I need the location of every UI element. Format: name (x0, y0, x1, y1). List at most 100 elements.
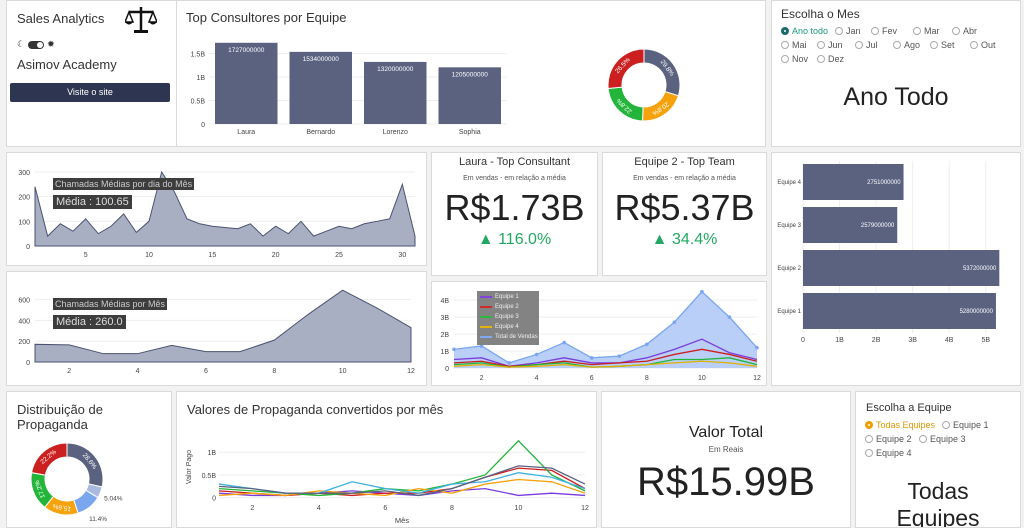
team-option-label: Equipe 1 (953, 420, 989, 430)
month-option[interactable]: Mar (913, 26, 940, 36)
month-option-label: Jul (866, 40, 878, 50)
monthly-legend-title: Chamadas Médias por Mês (53, 298, 168, 310)
x-tick-label: Sophia (459, 129, 481, 136)
y-tick-label: Equipe 4 (777, 180, 801, 186)
x-tick-label: 30 (398, 252, 406, 259)
month-option-label: Out (981, 40, 996, 50)
team-option[interactable]: Equipe 4 (865, 448, 912, 458)
visit-site-button[interactable]: Visite o site (10, 83, 170, 102)
month-option[interactable]: Dez (817, 54, 844, 64)
radio-dot[interactable] (942, 421, 950, 429)
radio-dot[interactable] (865, 421, 873, 429)
data-point (507, 361, 511, 365)
top-team-kpi-delta: ▲ 34.4% (651, 231, 718, 248)
month-option-label: Jan (846, 26, 861, 36)
y-axis-label: Valor Pago (186, 450, 193, 484)
month-option[interactable]: Jul (855, 40, 878, 50)
radio-dot[interactable] (781, 27, 789, 35)
data-point (617, 354, 622, 358)
month-option[interactable]: Jan (835, 26, 861, 36)
month-option[interactable]: Ago (893, 40, 920, 50)
month-filter-title: Escolha o Mes (781, 7, 860, 21)
radio-dot[interactable] (865, 449, 873, 457)
radio-dot[interactable] (913, 27, 921, 35)
month-option[interactable]: Out (970, 40, 996, 50)
legend-swatch (480, 336, 492, 338)
brand-card: Sales Analytics ☾ ✹ Asimov Academy Visit… (6, 0, 177, 147)
top-consultant-kpi-title: Laura - Top Consultant (458, 156, 571, 168)
top-consultants-card: Top Consultores por Equipe 0 0.5B 1B 1.5B 17… (176, 0, 766, 147)
bar-data-label: 5372000000 (963, 266, 997, 272)
radio-dot[interactable] (865, 435, 873, 443)
team-option-label: Equipe 4 (876, 448, 912, 458)
data-point (589, 356, 594, 360)
bar (803, 293, 996, 329)
x-tick-label: 3B (908, 337, 917, 344)
month-option[interactable]: Ano todo (781, 26, 828, 36)
bar-data-label: 2751000000 (867, 180, 901, 186)
x-tick-label: 1B (835, 337, 844, 344)
radio-dot[interactable] (919, 435, 927, 443)
y-tick-label: 400 (18, 318, 30, 325)
team-option[interactable]: Equipe 3 (919, 434, 966, 444)
team-option[interactable]: Equipe 2 (865, 434, 912, 444)
top-consultant-kpi-value: R$1.73B (444, 187, 585, 228)
series-line (218, 478, 586, 497)
radio-dot[interactable] (781, 41, 789, 49)
radio-dot[interactable] (817, 41, 825, 49)
x-tick-label: 0 (801, 337, 805, 344)
data-point (479, 344, 484, 348)
total-area (454, 291, 757, 368)
radio-dot[interactable] (893, 41, 901, 49)
app-title: Sales Analytics (17, 11, 105, 26)
y-tick-label: 2B (440, 332, 449, 339)
theme-toggle[interactable]: ☾ ✹ (17, 40, 55, 49)
month-option[interactable]: Nov (781, 54, 808, 64)
month-option-label: Jun (828, 40, 843, 50)
team-option[interactable]: Equipe 1 (942, 420, 989, 430)
radio-dot[interactable] (970, 41, 978, 49)
month-option[interactable]: Jun (817, 40, 843, 50)
y-tick-label: 100 (18, 219, 30, 226)
month-option-label: Set (941, 40, 955, 50)
y-tick-label: 200 (18, 339, 30, 346)
data-point (727, 315, 732, 319)
radio-dot[interactable] (817, 55, 825, 63)
team-option[interactable]: Todas Equipes (865, 420, 935, 430)
legend-entry: Equipe 2 (480, 304, 519, 310)
legend-swatch (480, 306, 492, 308)
total-value-subtitle: Em Reais (708, 445, 744, 454)
x-tick-label: 6 (383, 505, 387, 512)
radio-dot[interactable] (781, 55, 789, 63)
monthly-calls-area-chart: 0 200 400 600 2 4 6 8 10 12 (18, 289, 415, 375)
month-option[interactable]: Mai (781, 40, 807, 50)
y-tick-label: 4B (440, 298, 449, 305)
data-point (645, 342, 649, 347)
bar (803, 164, 904, 200)
month-option[interactable]: Fev (871, 26, 897, 36)
top-team-kpi-card: Equipe 2 - Top Team Em vendas - em relaç… (602, 152, 767, 276)
y-tick-label: 0.5B (202, 473, 217, 480)
radio-dot[interactable] (871, 27, 879, 35)
legend-label: Equipe 3 (495, 314, 519, 320)
top-consultant-kpi-delta: ▲ 116.0% (477, 231, 552, 248)
x-tick-label: 25 (335, 252, 343, 259)
slice-label: 15.6% (52, 502, 72, 512)
bar (803, 250, 1000, 286)
radio-dot[interactable] (930, 41, 938, 49)
x-tick-label: 12 (753, 375, 761, 382)
top-consultant-kpi-subtitle: Em vendas - em relação a média (463, 175, 566, 182)
radio-dot[interactable] (952, 27, 960, 35)
x-tick-label: 4 (535, 375, 539, 382)
monthly-calls-card: 0 200 400 600 2 4 6 8 10 12 Chamadas Médias por M… (6, 271, 427, 386)
y-tick-label: Equipe 1 (777, 309, 801, 315)
toggle-switch[interactable] (28, 40, 45, 49)
x-tick-label: 2B (872, 337, 881, 344)
donut-slice (607, 48, 645, 89)
month-option[interactable]: Abr (952, 26, 977, 36)
bar-data-label: 2579000000 (861, 223, 895, 229)
team-share-donut: 29.8%20.8%22.8%26.5% (607, 48, 681, 122)
radio-dot[interactable] (855, 41, 863, 49)
month-option[interactable]: Set (930, 40, 955, 50)
radio-dot[interactable] (835, 27, 843, 35)
